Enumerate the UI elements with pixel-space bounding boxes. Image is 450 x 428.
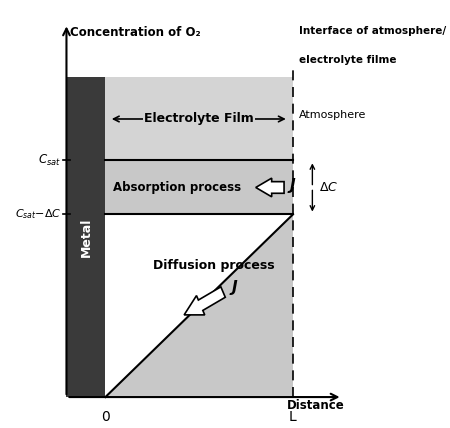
Bar xyxy=(105,77,293,160)
Text: Atmosphere: Atmosphere xyxy=(299,110,367,120)
Text: $\Delta C$: $\Delta C$ xyxy=(319,181,338,194)
FancyArrow shape xyxy=(256,178,284,197)
Text: Distance: Distance xyxy=(287,399,344,412)
Text: L: L xyxy=(289,410,297,424)
Bar xyxy=(67,77,105,397)
Text: 0: 0 xyxy=(101,410,110,424)
Text: Electrolyte Film: Electrolyte Film xyxy=(144,113,254,125)
Bar xyxy=(105,160,293,214)
FancyArrow shape xyxy=(184,287,225,315)
Polygon shape xyxy=(105,214,293,397)
Text: Metal: Metal xyxy=(79,217,92,257)
Text: Diffusion process: Diffusion process xyxy=(153,259,275,272)
Text: J: J xyxy=(289,178,295,193)
Text: Absorption process: Absorption process xyxy=(112,181,241,194)
Text: $C_{sat}$$-\Delta C$: $C_{sat}$$-\Delta C$ xyxy=(14,208,61,221)
Text: Interface of atmosphere/: Interface of atmosphere/ xyxy=(299,26,446,36)
Text: electrolyte filme: electrolyte filme xyxy=(299,55,397,65)
Text: $C_{sat}$: $C_{sat}$ xyxy=(38,153,61,168)
Text: Concentration of O₂: Concentration of O₂ xyxy=(70,26,201,39)
Text: J: J xyxy=(232,280,238,295)
